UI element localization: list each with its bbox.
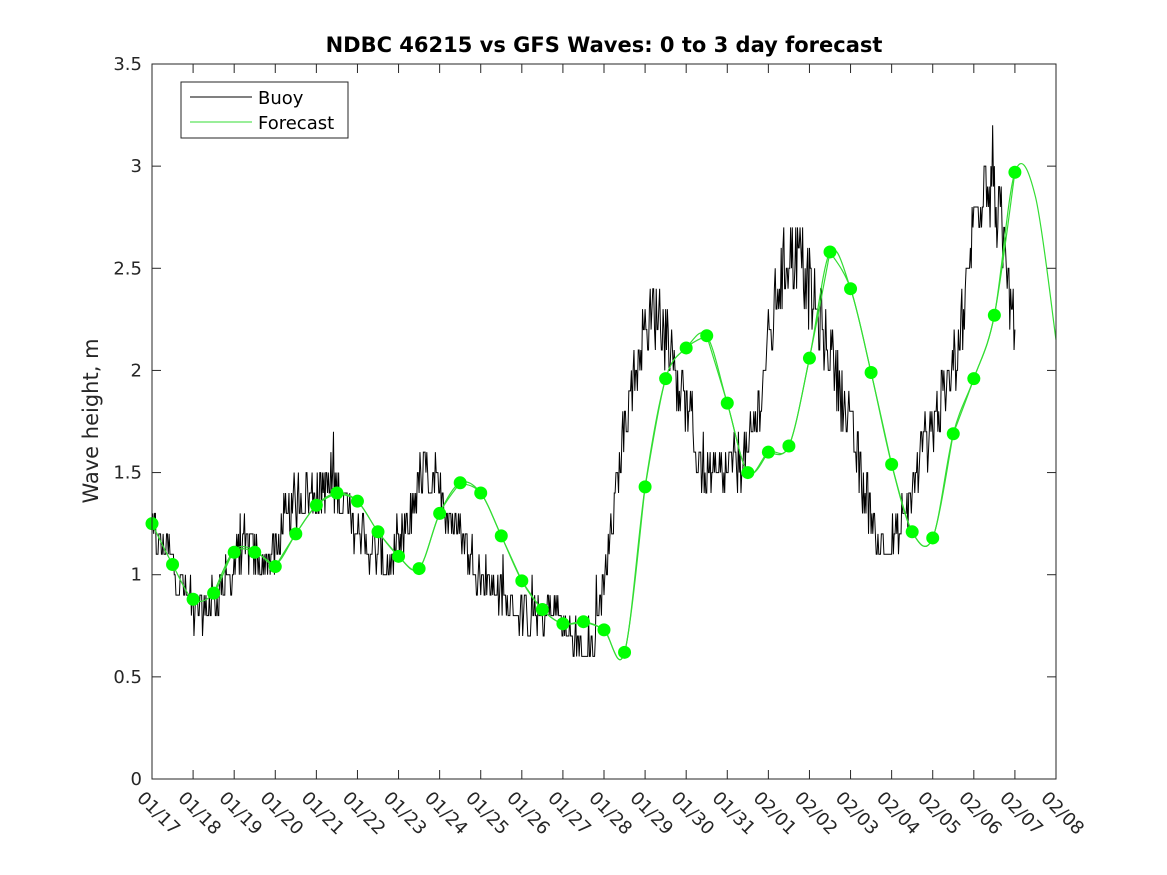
forecast-marker	[227, 545, 241, 559]
forecast-marker	[556, 617, 570, 631]
forecast-marker	[412, 562, 426, 576]
forecast-marker	[844, 282, 858, 296]
forecast-marker	[679, 341, 693, 355]
y-tick-label: 0.5	[113, 667, 142, 688]
forecast-marker	[987, 308, 1001, 322]
y-tick-label: 2.5	[113, 258, 142, 279]
y-tick-label: 1	[131, 565, 142, 586]
forecast-marker	[392, 549, 406, 563]
forecast-marker	[186, 592, 200, 606]
forecast-marker	[494, 529, 508, 543]
forecast-marker	[350, 494, 364, 508]
forecast-marker	[535, 602, 549, 616]
forecast-marker	[309, 498, 323, 512]
x-tick-label: 02/06	[954, 788, 1006, 840]
x-tick-label: 01/18	[174, 788, 226, 840]
forecast-marker	[700, 329, 714, 343]
forecast-marker	[597, 623, 611, 637]
forecast-marker	[967, 372, 981, 386]
legend-buoy-label: Buoy	[258, 88, 304, 109]
forecast-marker	[289, 527, 303, 541]
y-tick-label: 1.5	[113, 463, 142, 484]
forecast-marker	[474, 486, 488, 500]
forecast-marker	[761, 445, 775, 459]
forecast-marker	[885, 457, 899, 471]
chart-title: NDBC 46215 vs GFS Waves: 0 to 3 day fore…	[326, 33, 883, 57]
x-tick-label: 01/25	[461, 788, 513, 840]
forecast-marker	[207, 586, 221, 600]
forecast-marker	[864, 365, 878, 379]
x-tick-label: 01/28	[584, 788, 636, 840]
forecast-marker	[618, 645, 632, 659]
forecast-marker	[782, 439, 796, 453]
legend-forecast-label: Forecast	[258, 113, 334, 134]
x-tick-label: 02/05	[913, 788, 965, 840]
series-layer	[145, 125, 1057, 661]
x-tick-label: 02/07	[995, 788, 1047, 840]
forecast-marker	[741, 466, 755, 480]
x-tick-label: 01/21	[297, 788, 349, 840]
forecast-marker	[453, 476, 467, 490]
forecast-marker	[946, 427, 960, 441]
x-tick-label: 01/29	[626, 788, 678, 840]
forecast-marker	[638, 480, 652, 494]
legend: Buoy Forecast	[180, 81, 349, 139]
y-tick-label: 0	[131, 769, 142, 790]
forecast-marker	[1008, 165, 1022, 179]
forecast-marker	[268, 560, 282, 574]
forecast-marker	[433, 506, 447, 520]
legend-box	[180, 81, 349, 139]
x-tick-label: 01/30	[667, 788, 719, 840]
x-tick-label: 01/22	[338, 788, 390, 840]
x-tick-label: 01/19	[215, 788, 267, 840]
plot-background	[152, 64, 1056, 779]
forecast-marker	[720, 396, 734, 410]
x-tick-label: 01/26	[502, 788, 554, 840]
x-tick-label: 01/17	[132, 788, 184, 840]
forecast-marker	[248, 545, 262, 559]
forecast-marker	[659, 372, 673, 386]
buoy-series-line	[151, 125, 1016, 657]
forecast-marker	[576, 615, 590, 629]
x-tick-label: 01/20	[256, 788, 308, 840]
forecast-marker	[330, 486, 344, 500]
x-tick-label: 02/02	[790, 788, 842, 840]
forecast-marker	[926, 531, 940, 545]
y-axis-title: Wave height, m	[79, 338, 103, 503]
forecast-marker	[515, 574, 529, 588]
y-tick-label: 2	[131, 360, 142, 381]
forecast-marker	[371, 525, 385, 539]
x-tick-label: 01/24	[420, 788, 472, 840]
forecast-marker	[802, 351, 816, 365]
y-tick-label: 3	[131, 156, 142, 177]
x-tick-label: 01/27	[543, 788, 595, 840]
x-tick-label: 02/04	[872, 788, 924, 840]
x-tick-label: 01/31	[708, 788, 760, 840]
forecast-marker	[166, 558, 180, 571]
x-tick-label: 02/01	[749, 788, 801, 840]
x-tick-label: 01/23	[379, 788, 431, 840]
y-tick-label: 3.5	[113, 54, 142, 75]
plot-area	[152, 64, 1056, 779]
forecast-marker	[823, 245, 837, 259]
forecast-marker	[905, 525, 919, 539]
x-tick-label: 02/03	[831, 788, 883, 840]
x-tick-label: 02/08	[1036, 788, 1088, 840]
